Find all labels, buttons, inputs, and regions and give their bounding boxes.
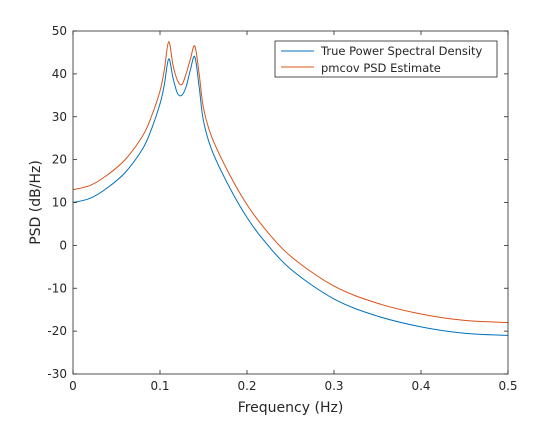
x-axis-label: Frequency (Hz) (238, 400, 344, 416)
y-tick-label: -30 (47, 367, 67, 381)
x-tick-label: 0.3 (324, 379, 343, 393)
y-tick-label: 0 (59, 238, 67, 252)
y-tick-label: 50 (52, 24, 67, 38)
y-tick-label: 30 (52, 110, 67, 124)
y-tick-label: 20 (52, 153, 67, 167)
y-tick-label: -10 (47, 281, 67, 295)
plot-area (73, 31, 508, 374)
y-tick-label: 10 (52, 196, 67, 210)
legend: True Power Spectral Density pmcov PSD Es… (274, 40, 498, 78)
x-tick-label: 0.5 (498, 379, 517, 393)
y-tick-label: 40 (52, 67, 67, 81)
ticks-layer: 0 0.1 0.2 0.3 0.4 0.5 -30 -20 -10 0 10 20 30 40 50 (47, 24, 517, 393)
y-axis-label: PSD (dB/Hz) (28, 160, 44, 245)
series-line-1 (72, 41, 509, 324)
legend-box (274, 40, 498, 78)
x-tick-label: 0.2 (237, 379, 256, 393)
x-tick-label: 0 (69, 379, 77, 393)
series-line-0 (72, 55, 509, 336)
x-tick-label: 0.4 (411, 379, 430, 393)
y-tick-label: -20 (47, 324, 67, 338)
legend-label-true-psd: True Power Spectral Density (320, 44, 483, 58)
legend-label-pmcov: pmcov PSD Estimate (321, 61, 441, 75)
series-layer (72, 41, 509, 336)
x-tick-label: 0.1 (150, 379, 169, 393)
